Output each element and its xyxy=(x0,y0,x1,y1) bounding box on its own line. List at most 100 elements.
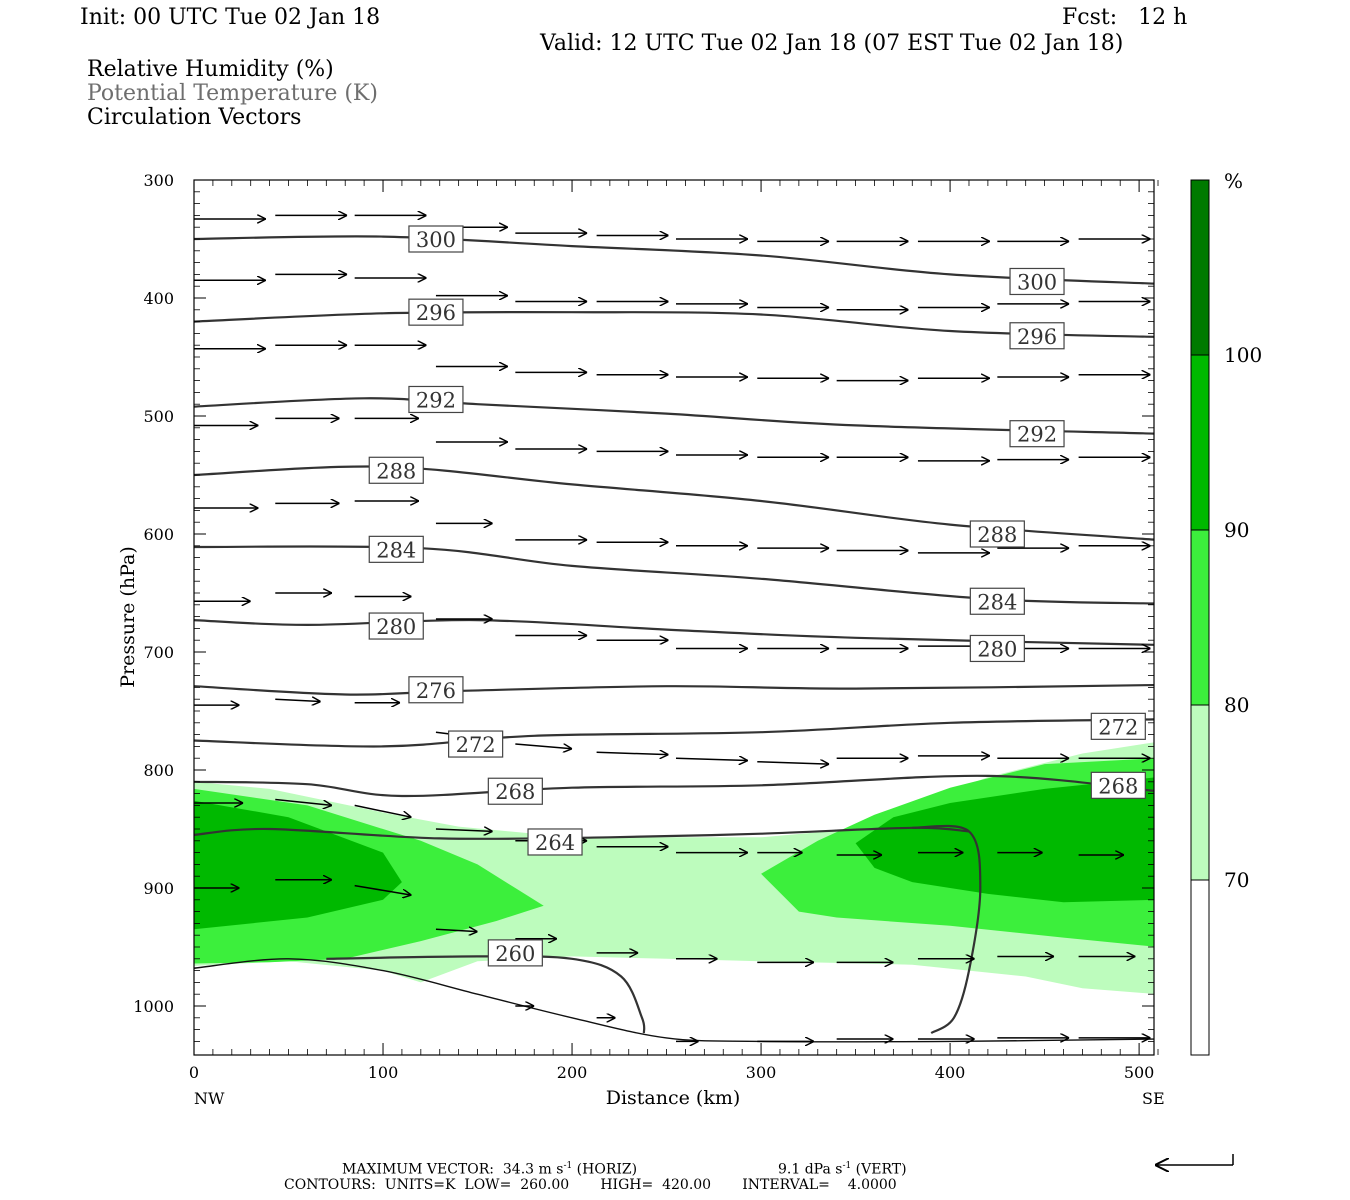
y-tick-label: 400 xyxy=(143,289,174,308)
x-tick-label: 200 xyxy=(557,1063,588,1082)
x-end-label-right: SE xyxy=(1142,1089,1165,1108)
y-axis-title: Pressure (hPa) xyxy=(117,546,139,688)
theta-label-box xyxy=(368,456,424,484)
y-tick-label: 1000 xyxy=(133,997,174,1016)
vector-arrow xyxy=(275,699,320,701)
y-tick-label: 800 xyxy=(143,761,174,780)
theta-label-box xyxy=(368,612,424,640)
theta-label-box xyxy=(408,385,464,414)
y-tick-label: 500 xyxy=(143,407,174,426)
vert-exponent: -1 xyxy=(842,1161,852,1171)
vector-arrow xyxy=(435,929,478,931)
theta-label: 264 xyxy=(527,828,583,856)
theta-label-box xyxy=(487,777,543,805)
theta-contour-300 xyxy=(194,235,1154,285)
y-tick-label: 600 xyxy=(143,525,174,544)
theta-contour-260 xyxy=(326,955,646,1034)
theta-label: 280 xyxy=(969,634,1025,663)
valid-time: Valid: 12 UTC Tue 02 Jan 18 (07 EST Tue … xyxy=(540,31,1124,56)
theta-label-box xyxy=(368,535,424,563)
theta-label-text: 284 xyxy=(977,590,1017,614)
theta-label-text: 264 xyxy=(535,831,575,855)
colorbar-band-80 xyxy=(1191,530,1209,705)
init-time: Init: 00 UTC Tue 02 Jan 18 xyxy=(80,5,381,30)
theta-label: 284 xyxy=(969,587,1025,615)
theta-contour-264 xyxy=(194,826,970,841)
plot-frame xyxy=(193,179,1155,1056)
theta-label-text: 276 xyxy=(416,679,456,703)
theta-label: 300 xyxy=(1009,267,1065,296)
theta-label-box xyxy=(969,634,1025,663)
theta-labels: 300 300 296 296 292 292 288 288 284 284 280 280 276 2… xyxy=(368,225,1146,967)
theta-label-box xyxy=(408,225,464,253)
vert-value: 9.1 dPa s xyxy=(778,1161,843,1178)
colorbar-unit: % xyxy=(1224,169,1243,193)
field-vectors-title: Circulation Vectors xyxy=(87,105,302,130)
colorbar-tick-label: 100 xyxy=(1224,343,1262,367)
vector-arrow xyxy=(354,804,412,817)
circulation-vectors xyxy=(194,215,1151,1041)
vector-arrow xyxy=(515,743,572,749)
theta-label-text: 292 xyxy=(1017,423,1057,447)
theta-label: 296 xyxy=(1009,322,1065,350)
contours-info: CONTOURS: UNITS=K LOW= 260.00 HIGH= 420.… xyxy=(284,1177,897,1193)
theta-label-text: 280 xyxy=(977,637,1017,661)
theta-label-box xyxy=(487,939,543,967)
theta-label-box xyxy=(448,730,504,758)
topography-line xyxy=(194,958,1154,1043)
theta-label-text: 280 xyxy=(376,615,416,639)
colorbar-band-100 xyxy=(1191,180,1209,355)
colorbar-band-70 xyxy=(1191,705,1209,880)
theta-label-box xyxy=(969,587,1025,615)
theta-label-box xyxy=(527,828,583,856)
vector-arrow xyxy=(354,884,412,895)
theta-label: 288 xyxy=(368,456,424,484)
max-vector-vert: 9.1 dPa s-1 (VERT) xyxy=(778,1158,907,1178)
theta-label-text: 268 xyxy=(495,780,535,804)
x-end-label-left: NW xyxy=(194,1089,225,1108)
theta-label: 268 xyxy=(1090,771,1146,799)
theta-label-text: 292 xyxy=(416,388,456,412)
theta-label: 272 xyxy=(448,730,504,758)
theta-label: 284 xyxy=(368,535,424,563)
theta-label-text: 300 xyxy=(1017,270,1057,294)
theta-label: 272 xyxy=(1090,712,1146,740)
theta-label-box xyxy=(1009,322,1065,350)
theta-contour-276 xyxy=(194,683,1154,696)
theta-label-box xyxy=(1009,420,1065,448)
rh-region-90 xyxy=(855,777,1154,903)
forecast-hour: Fcst: 12 h xyxy=(1062,5,1188,30)
theta-label-text: 260 xyxy=(495,942,535,966)
theta-label-text: 300 xyxy=(416,228,456,252)
x-tick-label: 300 xyxy=(746,1063,777,1082)
colorbar: 70 80 90 100% xyxy=(1190,169,1262,1056)
theta-label: 292 xyxy=(1009,420,1065,448)
max-vector-line: MAXIMUM VECTOR: 34.3 m s-1 (HORIZ) xyxy=(342,1158,637,1178)
theta-contour-292 xyxy=(194,397,1154,435)
theta-label: 292 xyxy=(408,385,464,414)
y-tick-label: 300 xyxy=(143,171,174,190)
reference-vector xyxy=(1155,1154,1234,1165)
theta-contour-268 xyxy=(194,774,1154,798)
theta-contour-280 xyxy=(194,618,1154,646)
field-theta-title: Potential Temperature (K) xyxy=(87,81,378,106)
colorbar-tick-label: 90 xyxy=(1224,518,1249,542)
theta-label: 280 xyxy=(368,612,424,640)
x-tick-label: 0 xyxy=(189,1063,199,1082)
vector-arrow xyxy=(275,798,332,806)
theta-label: 296 xyxy=(408,298,464,326)
horiz-tag: (HORIZ) xyxy=(572,1161,638,1178)
horiz-value: 34.3 m s xyxy=(502,1161,564,1178)
theta-label: 260 xyxy=(487,939,543,967)
colorbar-band-90 xyxy=(1191,355,1209,530)
y-tick-label: 900 xyxy=(143,879,174,898)
theta-contour-extra-0 xyxy=(912,824,982,1035)
theta-label-text: 268 xyxy=(1098,774,1138,798)
theta-label-text: 272 xyxy=(456,733,496,757)
theta-label-box xyxy=(408,298,464,326)
horiz-exponent: -1 xyxy=(563,1161,573,1171)
theta-contour-296 xyxy=(194,310,1154,338)
theta-label-text: 272 xyxy=(1098,715,1138,739)
theta-label-text: 296 xyxy=(416,301,456,325)
